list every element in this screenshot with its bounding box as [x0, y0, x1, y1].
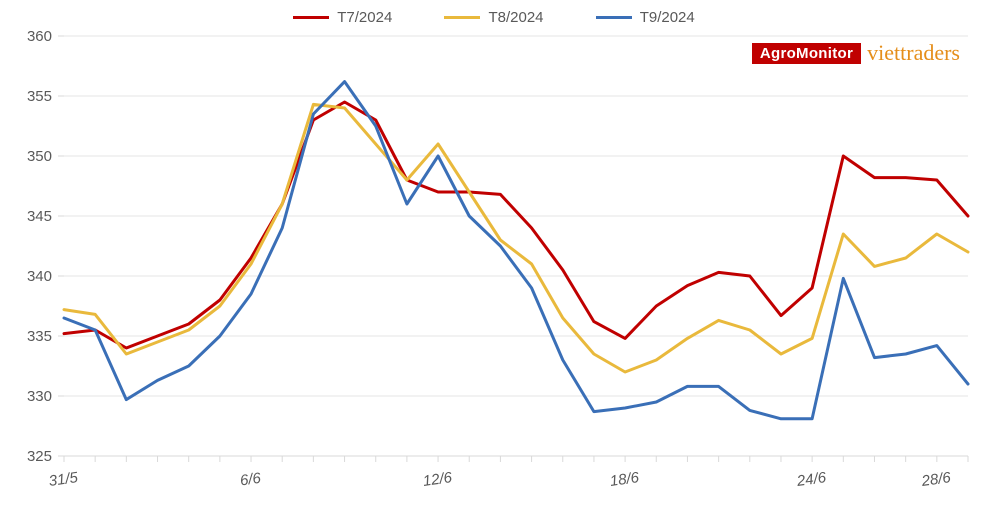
chart-container: T7/2024 T8/2024 T9/2024 AgroMonitor viet…: [0, 0, 988, 514]
series-line-0: [64, 102, 968, 348]
x-tick-label: 6/6: [239, 470, 263, 490]
x-tick-label: 18/6: [609, 469, 641, 490]
y-tick-label: 345: [27, 208, 52, 225]
y-tick-label: 325: [27, 448, 52, 465]
x-tick-label: 28/6: [920, 469, 953, 490]
chart-svg: 325 330 335 340 345 350 355 360 31/5 6/6 12/6 18/6 2…: [0, 0, 988, 514]
y-tick-label: 360: [27, 28, 52, 45]
y-tick-label: 330: [27, 388, 52, 405]
y-tick-label: 355: [27, 88, 52, 105]
x-tick-label: 24/6: [795, 469, 828, 490]
x-tick-label: 12/6: [422, 469, 454, 490]
y-tick-label: 335: [27, 328, 52, 345]
x-tick-label: 31/5: [48, 469, 80, 490]
y-tick-label: 340: [27, 268, 52, 285]
y-tick-label: 350: [27, 148, 52, 165]
